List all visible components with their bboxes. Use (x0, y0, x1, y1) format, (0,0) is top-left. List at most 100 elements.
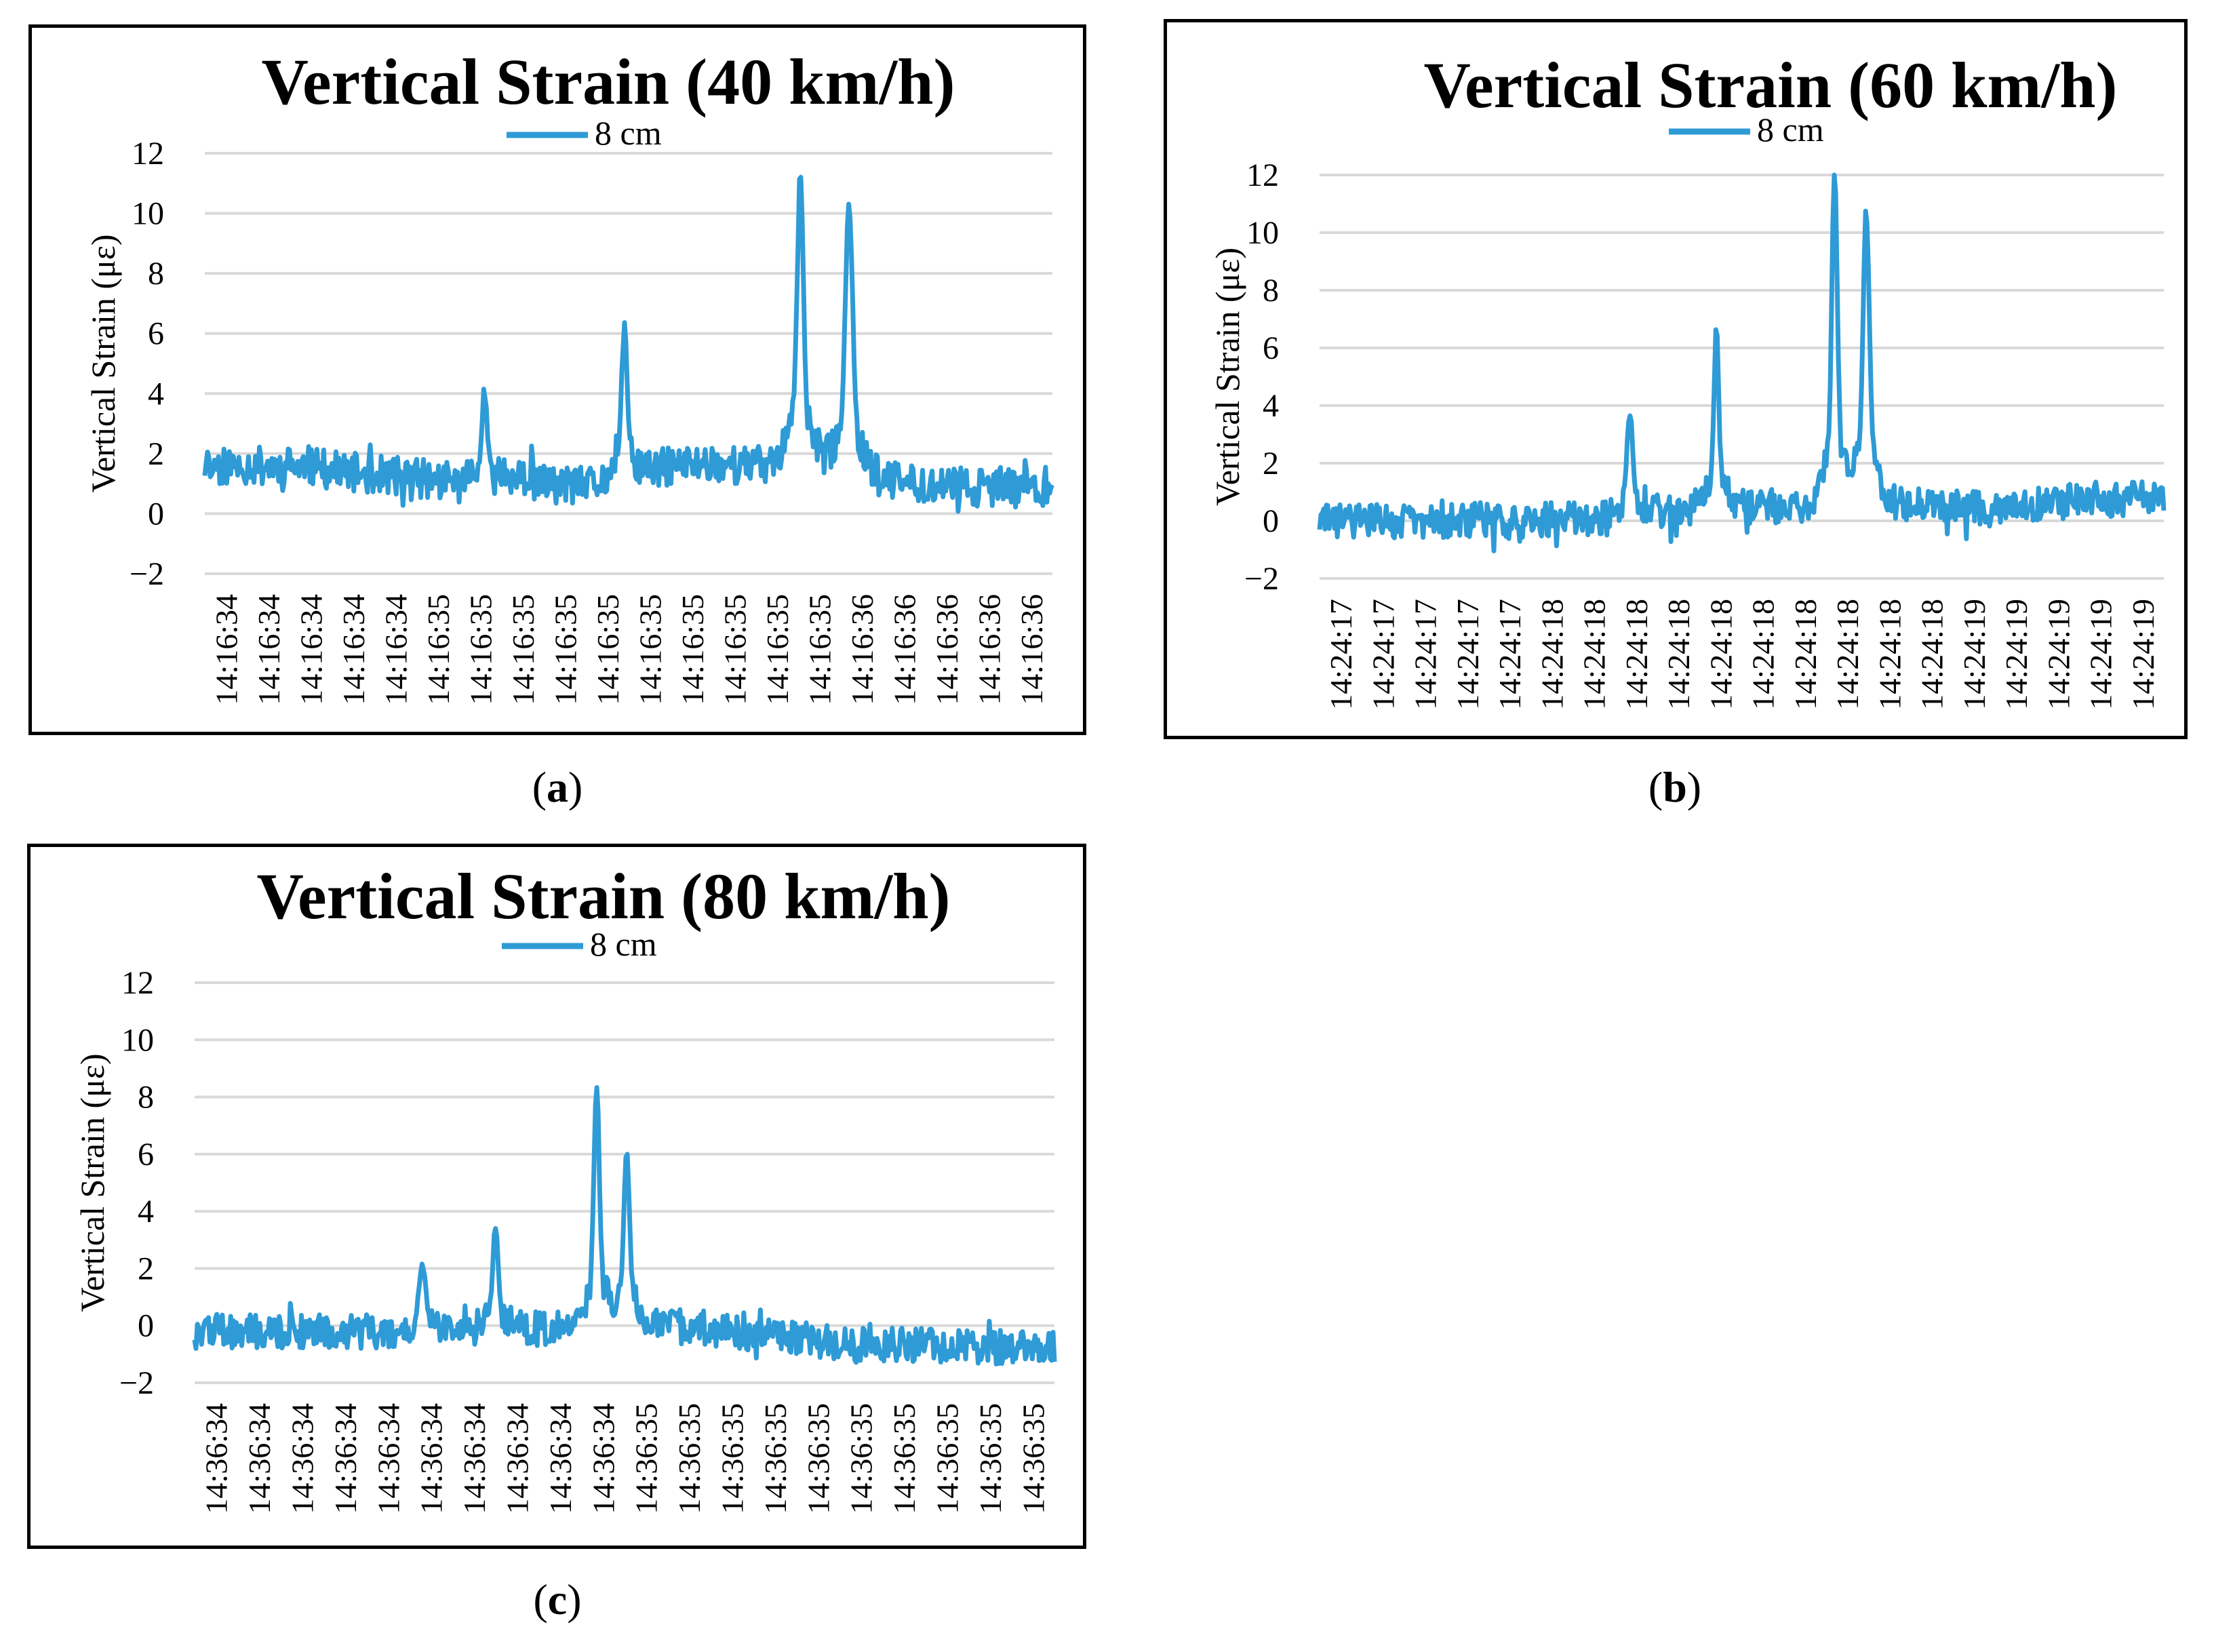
x-tick-label: 14:24:18 (1915, 599, 1950, 710)
y-tick-label: −2 (1244, 561, 1279, 597)
x-tick-label: 14:24:17 (1324, 599, 1358, 710)
x-tick-label: 14:24:18 (1746, 599, 1781, 710)
x-tick-label: 14:36:34 (543, 1403, 578, 1514)
legend: 8 cm (507, 114, 662, 152)
x-tick-label: 14:36:35 (1016, 1403, 1050, 1514)
y-tick-label: 0 (1263, 503, 1279, 539)
x-tick-label: 14:16:35 (506, 594, 540, 705)
x-tick-label: 14:24:19 (1999, 599, 2034, 710)
legend-label: 8 cm (1757, 111, 1824, 149)
x-tick-label: 14:24:17 (1408, 599, 1443, 710)
y-tick-label: 2 (1263, 446, 1279, 481)
chart-c: Vertical Strain (80 km/h)8 cm −2 0 2 4 6 8 10 12… (73, 860, 1057, 1514)
x-tick-label: 14:36:34 (586, 1403, 620, 1514)
x-tick-label: 14:36:34 (500, 1403, 535, 1514)
x-tick-label: 14:36:35 (672, 1403, 707, 1514)
series-line-8cm (1317, 172, 2167, 553)
x-tick-label: 14:16:35 (717, 594, 752, 705)
y-tick-label: 6 (1263, 330, 1279, 366)
y-tick-label: 8 (1263, 273, 1279, 309)
x-tick-label: 14:24:18 (1872, 599, 1907, 710)
y-axis-label: Vertical Strain (με) (73, 1053, 111, 1312)
chart-panel-a: Vertical Strain (40 km/h) 8 cm −2 0 2 4 6 8 10 12… (28, 24, 1086, 735)
x-tick-label: 14:16:35 (421, 594, 456, 705)
y-tick-label: 4 (148, 376, 164, 412)
x-tick-label: 14:36:34 (328, 1403, 363, 1514)
chart-panel-c: Vertical Strain (80 km/h) 8 cm −2 0 2 4 6 8 10 12… (27, 844, 1086, 1549)
x-tick-label: 14:36:35 (844, 1403, 879, 1514)
x-tick-label: 14:36:34 (285, 1403, 320, 1514)
chart-title: Vertical Strain (80 km/h) (256, 860, 950, 932)
series-line-8cm (192, 1085, 1057, 1366)
x-tick-label: 14:24:18 (1661, 599, 1696, 710)
x-tick-label: 14:16:35 (548, 594, 582, 705)
x-tick-label: 14:16:34 (209, 594, 243, 705)
x-tick-label: 14:16:36 (972, 594, 1006, 705)
x-tick-label: 14:36:34 (371, 1403, 406, 1514)
caption-b: (b) (1648, 763, 1702, 811)
y-tick-label: 0 (148, 496, 164, 532)
x-tick-label: 14:16:35 (591, 594, 625, 705)
y-axis-label: Vertical Strain (με) (1208, 248, 1246, 506)
series-line-8cm (202, 174, 1054, 514)
y-tick-label: 6 (138, 1137, 154, 1173)
x-tick-label: 14:24:17 (1450, 599, 1485, 710)
x-tick-label: 14:36:34 (242, 1403, 277, 1514)
x-tick-label: 14:16:34 (294, 594, 328, 705)
x-tick-label: 14:16:36 (845, 594, 879, 705)
legend: 8 cm (1669, 111, 1824, 149)
x-tick-label: 14:36:35 (715, 1403, 750, 1514)
x-tick-label: 14:24:17 (1493, 599, 1527, 710)
y-tick-label: 6 (148, 316, 164, 352)
x-tick-label: 14:36:35 (930, 1403, 965, 1514)
x-tick-label: 14:16:35 (760, 594, 795, 705)
x-tick-label: 14:36:34 (199, 1403, 234, 1514)
x-tick-label: 14:16:35 (633, 594, 667, 705)
legend: 8 cm (502, 925, 657, 963)
y-tick-label: 12 (121, 965, 154, 1001)
y-tick-label: 8 (138, 1080, 154, 1116)
x-tick-label: 14:36:35 (887, 1403, 922, 1514)
x-tick-label: 14:16:35 (802, 594, 837, 705)
x-tick-label: 14:24:19 (2126, 599, 2160, 710)
y-tick-label: 12 (132, 136, 164, 172)
legend-label: 8 cm (595, 114, 662, 152)
chart-title: Vertical Strain (40 km/h) (261, 45, 955, 118)
chart-title: Vertical Strain (60 km/h) (1423, 49, 2117, 121)
x-tick-label: 14:24:19 (1957, 599, 1992, 710)
y-tick-label: −2 (130, 556, 164, 592)
y-tick-label: 10 (1246, 215, 1279, 251)
y-tick-label: 0 (138, 1308, 154, 1344)
x-tick-label: 14:24:18 (1830, 599, 1865, 710)
x-tick-label: 14:16:35 (675, 594, 710, 705)
x-tick-label: 14:16:36 (887, 594, 922, 705)
y-tick-label: 8 (148, 256, 164, 292)
y-tick-label: 4 (1263, 388, 1279, 424)
x-tick-label: 14:24:18 (1703, 599, 1738, 710)
x-tick-label: 14:24:17 (1366, 599, 1400, 710)
chart-a: Vertical Strain (40 km/h)8 cm −2 0 2 4 6 8 10 12… (84, 45, 1054, 705)
y-tick-label: 10 (121, 1022, 154, 1058)
x-tick-label: 14:16:36 (1014, 594, 1049, 705)
x-tick-label: 14:24:19 (2041, 599, 2076, 710)
y-tick-label: 2 (138, 1251, 154, 1286)
caption-a: (a) (532, 763, 583, 811)
x-tick-label: 14:36:34 (414, 1403, 449, 1514)
caption-c: (c) (533, 1575, 582, 1624)
x-tick-label: 14:24:18 (1788, 599, 1823, 710)
x-tick-label: 14:36:34 (457, 1403, 492, 1514)
x-tick-label: 14:16:34 (336, 594, 371, 705)
y-axis-label: Vertical Strain (με) (84, 234, 122, 492)
x-tick-label: 14:16:35 (463, 594, 498, 705)
y-tick-label: 4 (138, 1194, 154, 1230)
chart-panel-b: Vertical Strain (60 km/h) 8 cm −2 0 2 4 6 8 10 12… (1164, 19, 2188, 739)
x-tick-label: 14:24:18 (1535, 599, 1569, 710)
x-tick-label: 14:16:34 (378, 594, 413, 705)
y-tick-label: 2 (148, 436, 164, 472)
x-tick-label: 14:16:36 (930, 594, 964, 705)
x-tick-label: 14:36:35 (973, 1403, 1008, 1514)
x-tick-label: 14:16:34 (252, 594, 286, 705)
legend-label: 8 cm (590, 925, 657, 963)
x-tick-label: 14:24:18 (1577, 599, 1612, 710)
x-tick-label: 14:36:35 (758, 1403, 793, 1514)
